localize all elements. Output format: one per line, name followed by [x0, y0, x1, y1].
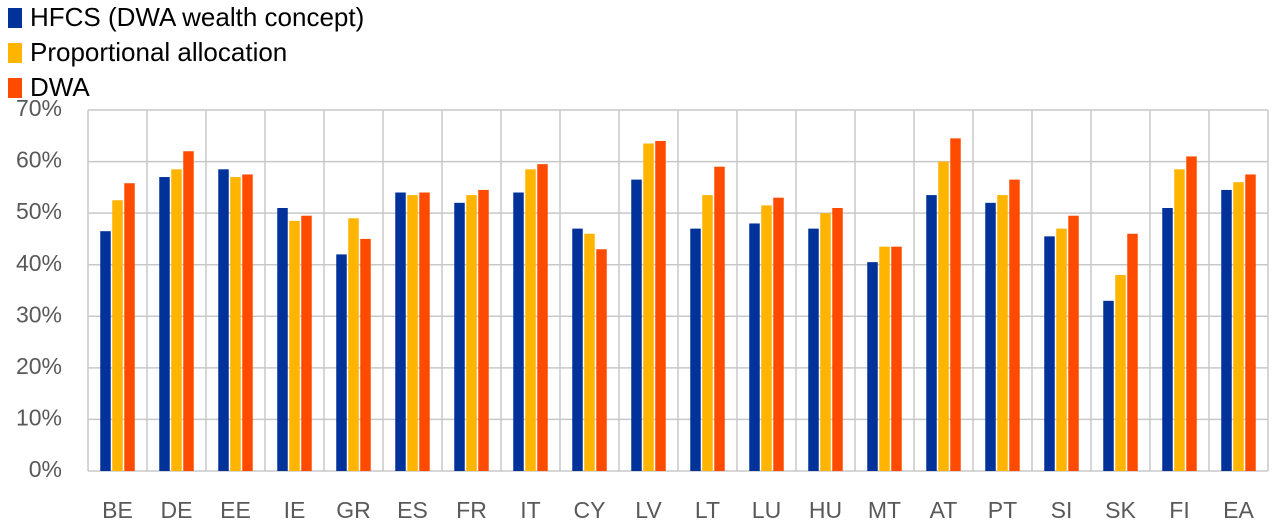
bar — [1245, 174, 1256, 471]
x-tick-label: CY — [574, 497, 606, 523]
bar — [926, 195, 937, 472]
bar — [643, 143, 654, 471]
bar — [1162, 207, 1173, 471]
bar — [124, 183, 135, 471]
bar — [1044, 236, 1055, 471]
legend-label: HFCS (DWA wealth concept) — [30, 2, 364, 32]
bar — [100, 231, 111, 471]
bar — [702, 195, 713, 472]
bar — [466, 195, 477, 472]
bar — [584, 233, 595, 471]
bar — [525, 169, 536, 472]
bar — [985, 202, 996, 472]
bar — [230, 177, 241, 472]
bar — [454, 202, 465, 472]
bar — [879, 246, 890, 471]
y-tick-label: 40% — [16, 250, 62, 276]
bar — [714, 166, 725, 471]
x-tick-label: LV — [635, 497, 662, 523]
bar — [1103, 300, 1114, 471]
bar — [183, 151, 194, 471]
bar — [1221, 189, 1232, 471]
bar — [820, 213, 831, 471]
bar — [572, 228, 583, 471]
bar — [631, 179, 642, 471]
x-tick-label: HU — [809, 497, 842, 523]
x-tick-label: SK — [1105, 497, 1136, 523]
bar — [360, 238, 371, 471]
bar — [655, 140, 666, 471]
bar — [1233, 182, 1244, 471]
bar — [419, 192, 430, 471]
bar — [596, 249, 607, 471]
y-tick-label: 20% — [16, 353, 62, 379]
x-tick-label: PT — [988, 497, 1017, 523]
x-tick-label: IT — [520, 497, 540, 523]
bar — [478, 189, 489, 471]
bar — [891, 246, 902, 471]
x-tick-label: FR — [456, 497, 487, 523]
bar — [1186, 156, 1197, 471]
bar — [1115, 275, 1126, 471]
bar — [1009, 179, 1020, 471]
bar — [867, 262, 878, 471]
y-tick-label: 70% — [16, 95, 62, 121]
bar — [112, 200, 123, 471]
bar — [348, 218, 359, 471]
bar — [773, 197, 784, 471]
bar — [997, 195, 1008, 472]
bar — [159, 177, 170, 472]
bar — [289, 220, 300, 471]
bar — [242, 174, 253, 471]
bar — [832, 207, 843, 471]
x-tick-label: GR — [336, 497, 371, 523]
bar — [537, 164, 548, 471]
bar — [1068, 215, 1079, 471]
x-tick-label: LU — [752, 497, 781, 523]
legend-label: DWA — [30, 72, 90, 102]
bar — [1127, 233, 1138, 471]
legend-label: Proportional allocation — [30, 37, 287, 67]
bar — [513, 192, 524, 471]
bar — [301, 215, 312, 471]
x-tick-label: IE — [284, 497, 306, 523]
bar — [277, 207, 288, 471]
bar — [218, 169, 229, 472]
legend-swatch — [8, 78, 22, 98]
x-tick-label: LT — [695, 497, 720, 523]
y-tick-label: 0% — [29, 456, 62, 482]
bar — [761, 205, 772, 471]
x-tick-label: FI — [1169, 497, 1189, 523]
bar — [1056, 228, 1067, 471]
y-tick-label: 50% — [16, 198, 62, 224]
y-tick-label: 60% — [16, 147, 62, 173]
bar — [1174, 169, 1185, 472]
bar — [749, 223, 760, 471]
legend-swatch — [8, 8, 22, 28]
bar — [950, 138, 961, 471]
bar — [395, 192, 406, 471]
x-tick-label: ES — [397, 497, 428, 523]
legend-swatch — [8, 43, 22, 63]
x-tick-label: EE — [220, 497, 251, 523]
x-tick-label: DE — [161, 497, 193, 523]
x-tick-label: AT — [930, 497, 958, 523]
bar — [407, 195, 418, 472]
bar — [808, 228, 819, 471]
x-tick-label: MT — [868, 497, 901, 523]
y-tick-label: 30% — [16, 301, 62, 327]
bar — [690, 228, 701, 471]
bar — [938, 161, 949, 472]
bar — [171, 169, 182, 472]
axes: 0% 10% 20% 30% 40% 50% 60% 70% BE DE EE IE GR ES FR IT C… — [16, 95, 1269, 523]
y-tick-label: 10% — [16, 405, 62, 431]
bar — [336, 254, 347, 471]
x-tick-label: SI — [1051, 497, 1073, 523]
legend: HFCS (DWA wealth concept) Proportional al… — [8, 2, 364, 102]
x-tick-label: EA — [1223, 497, 1254, 523]
x-tick-label: BE — [102, 497, 133, 523]
